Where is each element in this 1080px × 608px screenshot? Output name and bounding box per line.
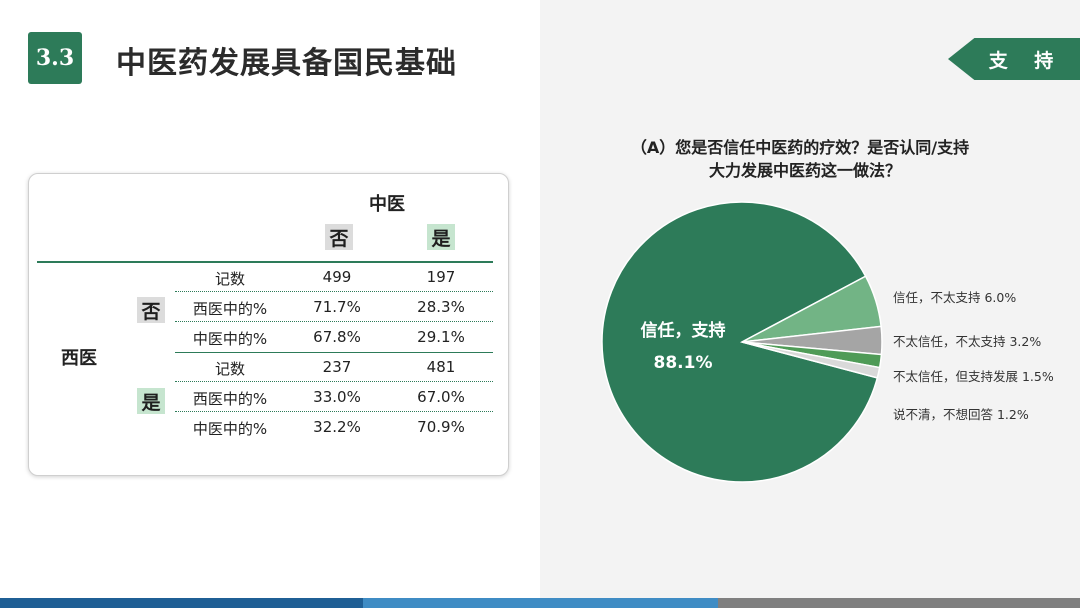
stat-label: 西医中的%: [192, 390, 268, 408]
row-group-label: 西医: [61, 348, 97, 369]
row-divider: [175, 321, 493, 322]
bottom-bar-segment: [0, 598, 363, 608]
cell-value: 67.0%: [417, 388, 465, 406]
group-divider: [175, 352, 493, 353]
cell-value: 67.8%: [313, 328, 361, 346]
stat-label: 记数: [214, 360, 245, 378]
row-divider: [175, 411, 493, 412]
slice-label: 说不清，不想回答 1.2%: [893, 407, 1029, 422]
chart-title-line-1: （A）您是否信任中医药的疗效？是否认同/支持: [630, 138, 970, 157]
stat-label: 中医中的%: [192, 420, 268, 438]
column-header-no: 否: [325, 224, 353, 250]
support-tag: 支 持: [948, 38, 1080, 80]
cell-value: 237: [322, 358, 352, 376]
pie-slice: [601, 201, 879, 483]
stat-label: 西医中的%: [192, 300, 268, 318]
slice-label: 不太信任，不太支持 3.2%: [893, 334, 1041, 349]
row-group-no-label: 否: [137, 297, 165, 323]
cell-value: 33.0%: [313, 388, 361, 406]
slice-value-label: 88.1%: [654, 353, 713, 373]
page-title: 中医药发展具备国民基础: [116, 46, 457, 81]
column-group-label: 中医: [369, 194, 405, 215]
bottom-bar-segment: [363, 598, 718, 608]
slice-label: 信任，不太支持 6.0%: [893, 290, 1016, 305]
row-divider: [175, 381, 493, 382]
cell-value: 32.2%: [313, 418, 361, 436]
row-divider: [175, 291, 493, 292]
cell-value: 29.1%: [417, 328, 465, 346]
crosstab-table: 中医 否 是 西医 否 是 记数 499 197 西医中的% 71.7% 28.…: [28, 173, 509, 476]
bottom-bar-segment: [718, 598, 1080, 608]
chart-title-line-2: 大力发展中医药这一做法？: [708, 161, 901, 180]
chart-title: （A）您是否信任中医药的疗效？是否认同/支持 大力发展中医药这一做法？: [600, 136, 1000, 182]
stat-label: 中医中的%: [192, 330, 268, 348]
column-header-yes: 是: [427, 224, 455, 250]
slice-label: 不太信任，但支持发展 1.5%: [893, 369, 1054, 384]
stat-label: 记数: [214, 270, 245, 288]
cell-value: 71.7%: [313, 298, 361, 316]
cell-value: 197: [426, 268, 456, 286]
cell-value: 70.9%: [417, 418, 465, 436]
header-divider: [37, 261, 493, 263]
row-group-yes-label: 是: [137, 388, 165, 414]
pie-slice: [741, 341, 881, 379]
cell-value: 481: [426, 358, 456, 376]
slice-label: 信任，支持: [641, 320, 726, 341]
section-number-badge: 3.3: [28, 32, 82, 84]
cell-value: 499: [322, 268, 352, 286]
cell-value: 28.3%: [417, 298, 465, 316]
